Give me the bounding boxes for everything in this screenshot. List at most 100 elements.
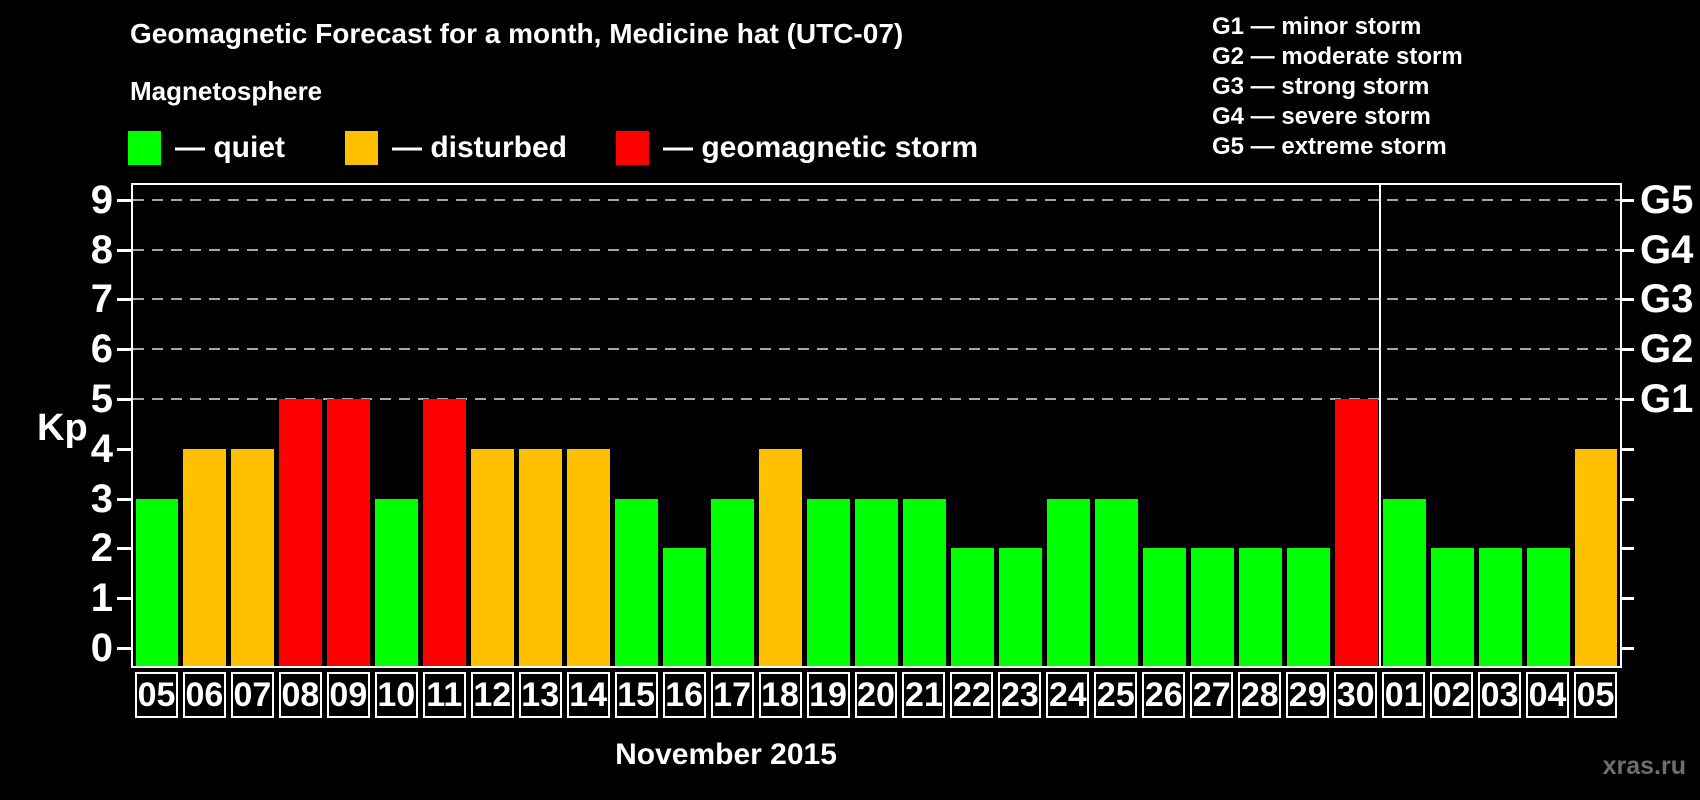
gridline-kp7 — [133, 298, 1620, 301]
kp-bar-day-18 — [759, 448, 803, 666]
y-tick-label: 7 — [90, 277, 113, 322]
x-tick-label: 23 — [998, 672, 1042, 718]
y-tick-label: 6 — [90, 327, 113, 372]
kp-bar-day-27 — [1190, 548, 1234, 666]
x-tick-label: 09 — [326, 672, 370, 718]
left-y-tick — [117, 547, 131, 551]
kp-bar-day-04 — [1526, 548, 1570, 666]
chart-subtitle: Magnetosphere — [130, 76, 323, 106]
left-y-tick — [117, 398, 131, 401]
x-tick-label: 27 — [1190, 672, 1234, 718]
left-y-tick — [117, 248, 131, 252]
gridline-kp9 — [133, 198, 1620, 201]
x-tick-label: 01 — [1382, 672, 1426, 718]
x-tick-label: 26 — [1142, 672, 1186, 718]
y-tick-label: 5 — [90, 377, 113, 421]
left-y-tick — [117, 298, 131, 302]
y-axis-title: Kp — [37, 407, 88, 449]
g-scale-legend: G1 — minor storm G2 — moderate storm G3 — … — [1212, 12, 1463, 162]
y-tick-label: 0 — [90, 626, 113, 670]
x-tick-label: 20 — [854, 672, 898, 718]
kp-bar-day-16 — [663, 548, 707, 666]
kp-bar-day-09 — [327, 399, 371, 666]
kp-bar-day-05 — [1574, 448, 1618, 666]
y-tick-label: 3 — [90, 476, 113, 521]
legend-label-storm: — geomagnetic storm — [663, 131, 979, 164]
kp-bar-day-17 — [711, 498, 755, 666]
right-axis-label-g2: G2 — [1640, 327, 1694, 372]
gridline-kp5 — [133, 398, 1620, 400]
g-scale-legend-item: G1 — minor storm — [1212, 13, 1422, 40]
x-axis-row: 05 06 07 08 09 10 11 12 13 14 15 16 17 18 19 20 21 22 23 24… — [133, 670, 1620, 720]
kp-bar-day-03 — [1478, 548, 1522, 666]
gridline-kp8 — [133, 248, 1620, 251]
kp-bar-day-22 — [950, 548, 994, 666]
kp-bar-day-20 — [855, 498, 898, 666]
kp-bar-day-02 — [1430, 548, 1474, 666]
watermark: xras.ru — [1602, 752, 1686, 780]
right-y-tick — [1620, 447, 1634, 451]
chart-title: Geomagnetic Forecast for a month, Medici… — [130, 18, 904, 49]
month-divider-line — [1379, 185, 1382, 666]
kp-bar-day-15 — [615, 498, 659, 666]
kp-bar-day-06 — [183, 448, 227, 666]
kp-bar-day-14 — [567, 448, 611, 666]
left-y-tick — [117, 198, 131, 202]
g-scale-legend-item: G5 — extreme storm — [1212, 133, 1447, 160]
x-tick-label: 02 — [1430, 672, 1474, 718]
kp-bar-day-24 — [1046, 498, 1090, 666]
right-y-tick — [1620, 348, 1634, 352]
x-tick-label: 17 — [710, 672, 754, 718]
legend-item-quiet: — quiet — [128, 131, 285, 165]
left-y-tick — [117, 597, 131, 601]
x-axis-title: November 2015 — [615, 738, 837, 771]
y-tick-label: 8 — [90, 227, 113, 272]
kp-bar-day-23 — [998, 548, 1042, 666]
g-scale-legend-item: G3 — strong storm — [1212, 73, 1430, 100]
kp-bar-day-10 — [375, 498, 419, 666]
plot-area: Kp G1 G2 G3 G4 G5 0 1 2 3 4 5 6 7 8 9 05 06 07 08 09 10 11 12 1… — [37, 178, 1693, 718]
x-tick-label: 07 — [230, 672, 274, 718]
kp-bar-day-26 — [1142, 548, 1186, 666]
y-tick-label: 9 — [90, 177, 113, 222]
x-tick-label: 08 — [278, 672, 322, 718]
x-tick-label: 05 — [1574, 672, 1617, 718]
x-tick-label: 16 — [662, 672, 706, 718]
x-tick-label: 04 — [1526, 672, 1570, 718]
x-tick-label: 21 — [902, 672, 946, 718]
x-tick-label: 22 — [950, 672, 994, 718]
right-y-tick — [1620, 198, 1634, 202]
x-tick-label: 11 — [422, 672, 466, 718]
x-tick-label: 30 — [1334, 672, 1378, 718]
x-tick-label: 28 — [1238, 672, 1282, 718]
disturbed-color-swatch — [345, 131, 378, 165]
x-tick-label: 29 — [1286, 672, 1330, 718]
legend-item-disturbed: — disturbed — [345, 131, 567, 165]
x-tick-label: 24 — [1046, 672, 1090, 718]
kp-bar-day-12 — [471, 448, 515, 666]
kp-bar-day-11 — [423, 399, 467, 666]
right-y-tick — [1620, 647, 1634, 650]
kp-bar-day-25 — [1094, 498, 1138, 666]
legend-label-disturbed: — disturbed — [392, 131, 568, 164]
right-y-tick — [1620, 298, 1634, 302]
right-axis-label-g4: G4 — [1640, 227, 1694, 272]
x-tick-label: 06 — [182, 672, 226, 718]
right-y-tick — [1620, 398, 1634, 401]
left-y-tick — [117, 447, 131, 451]
x-tick-label: 14 — [566, 672, 610, 718]
left-y-tick — [117, 497, 131, 501]
x-tick-label: 18 — [758, 672, 802, 718]
g-scale-legend-item: G4 — severe storm — [1212, 103, 1431, 130]
y-tick-label: 4 — [90, 426, 113, 471]
x-tick-label: 15 — [614, 672, 658, 718]
storm-color-swatch — [616, 131, 649, 165]
kp-bar-day-29 — [1286, 548, 1330, 666]
right-axis-label-g1: G1 — [1640, 377, 1694, 421]
left-y-tick — [117, 647, 131, 650]
g-scale-legend-item: G2 — moderate storm — [1212, 43, 1463, 70]
right-y-tick — [1620, 248, 1634, 252]
kp-bar-day-07 — [231, 448, 275, 666]
kp-bar-day-30 — [1334, 399, 1378, 666]
x-tick-label: 10 — [374, 672, 418, 718]
